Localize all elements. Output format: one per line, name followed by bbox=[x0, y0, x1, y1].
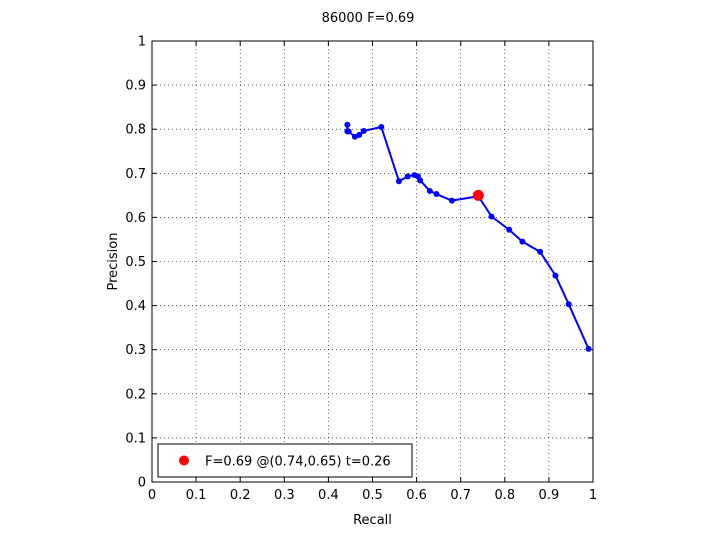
grid bbox=[152, 41, 593, 482]
data-point bbox=[506, 226, 513, 233]
legend-label: F=0.69 @(0.74,0.65) t=0.26 bbox=[205, 455, 391, 470]
y-tick-label: 0.2 bbox=[125, 387, 146, 402]
data-point bbox=[448, 197, 455, 204]
data-point bbox=[360, 127, 367, 134]
data-point bbox=[395, 178, 402, 185]
legend-box bbox=[157, 443, 413, 478]
data-point bbox=[552, 272, 559, 279]
y-tick-label: 0 bbox=[138, 476, 146, 491]
y-tick-label: 0.6 bbox=[125, 211, 146, 226]
y-tick-label: 0.7 bbox=[125, 167, 146, 182]
data-point bbox=[378, 123, 385, 130]
y-tick-label: 0.5 bbox=[125, 255, 146, 270]
y-axis-label: Precision bbox=[106, 232, 121, 290]
data-point bbox=[537, 248, 544, 255]
data-point bbox=[426, 187, 433, 194]
legend-marker bbox=[179, 455, 189, 466]
chart-title: 86000 F=0.69 bbox=[322, 11, 415, 26]
x-tick-label: 0.7 bbox=[450, 488, 471, 503]
data-point bbox=[585, 345, 592, 352]
y-tick-label: 0.1 bbox=[125, 431, 146, 446]
x-tick-label: 0.3 bbox=[274, 488, 295, 503]
series-line bbox=[346, 124, 590, 350]
x-tick-label: 0.4 bbox=[318, 488, 339, 503]
x-tick-label: 0 bbox=[148, 488, 156, 503]
y-tick-label: 0.8 bbox=[125, 123, 146, 138]
data-point bbox=[344, 121, 351, 128]
data-point bbox=[404, 173, 411, 180]
data-point bbox=[519, 238, 526, 245]
x-tick-label: 0.2 bbox=[230, 488, 251, 503]
x-tick-label: 0.9 bbox=[539, 488, 560, 503]
x-tick-label: 0.5 bbox=[362, 488, 383, 503]
y-tick-label: 1 bbox=[138, 35, 146, 50]
best-f-point bbox=[472, 189, 484, 201]
x-tick-label: 1 bbox=[589, 488, 597, 503]
data-point bbox=[356, 131, 363, 138]
data-point bbox=[433, 191, 440, 198]
y-tick-label: 0.3 bbox=[125, 343, 146, 358]
data-point bbox=[417, 177, 424, 184]
data-point bbox=[488, 213, 495, 220]
legend: F=0.69 @(0.74,0.65) t=0.26 bbox=[157, 443, 413, 478]
y-tick-label: 0.9 bbox=[125, 79, 146, 94]
x-tick-label: 0.1 bbox=[186, 488, 207, 503]
data-point bbox=[345, 128, 352, 135]
x-tick-label: 0.6 bbox=[406, 488, 427, 503]
x-axis-label: Recall bbox=[353, 513, 392, 528]
x-tick-label: 0.8 bbox=[494, 488, 515, 503]
series bbox=[344, 121, 592, 352]
axis-ticks: 0 0.1 0.2 0.3 0.4 0.5 0.6 0.7 0.8 0.9 1 0 0.1 0.2 0.3 0… bbox=[125, 35, 597, 504]
y-tick-label: 0.4 bbox=[125, 299, 146, 314]
plot-frame bbox=[151, 40, 594, 483]
data-point bbox=[565, 301, 572, 308]
